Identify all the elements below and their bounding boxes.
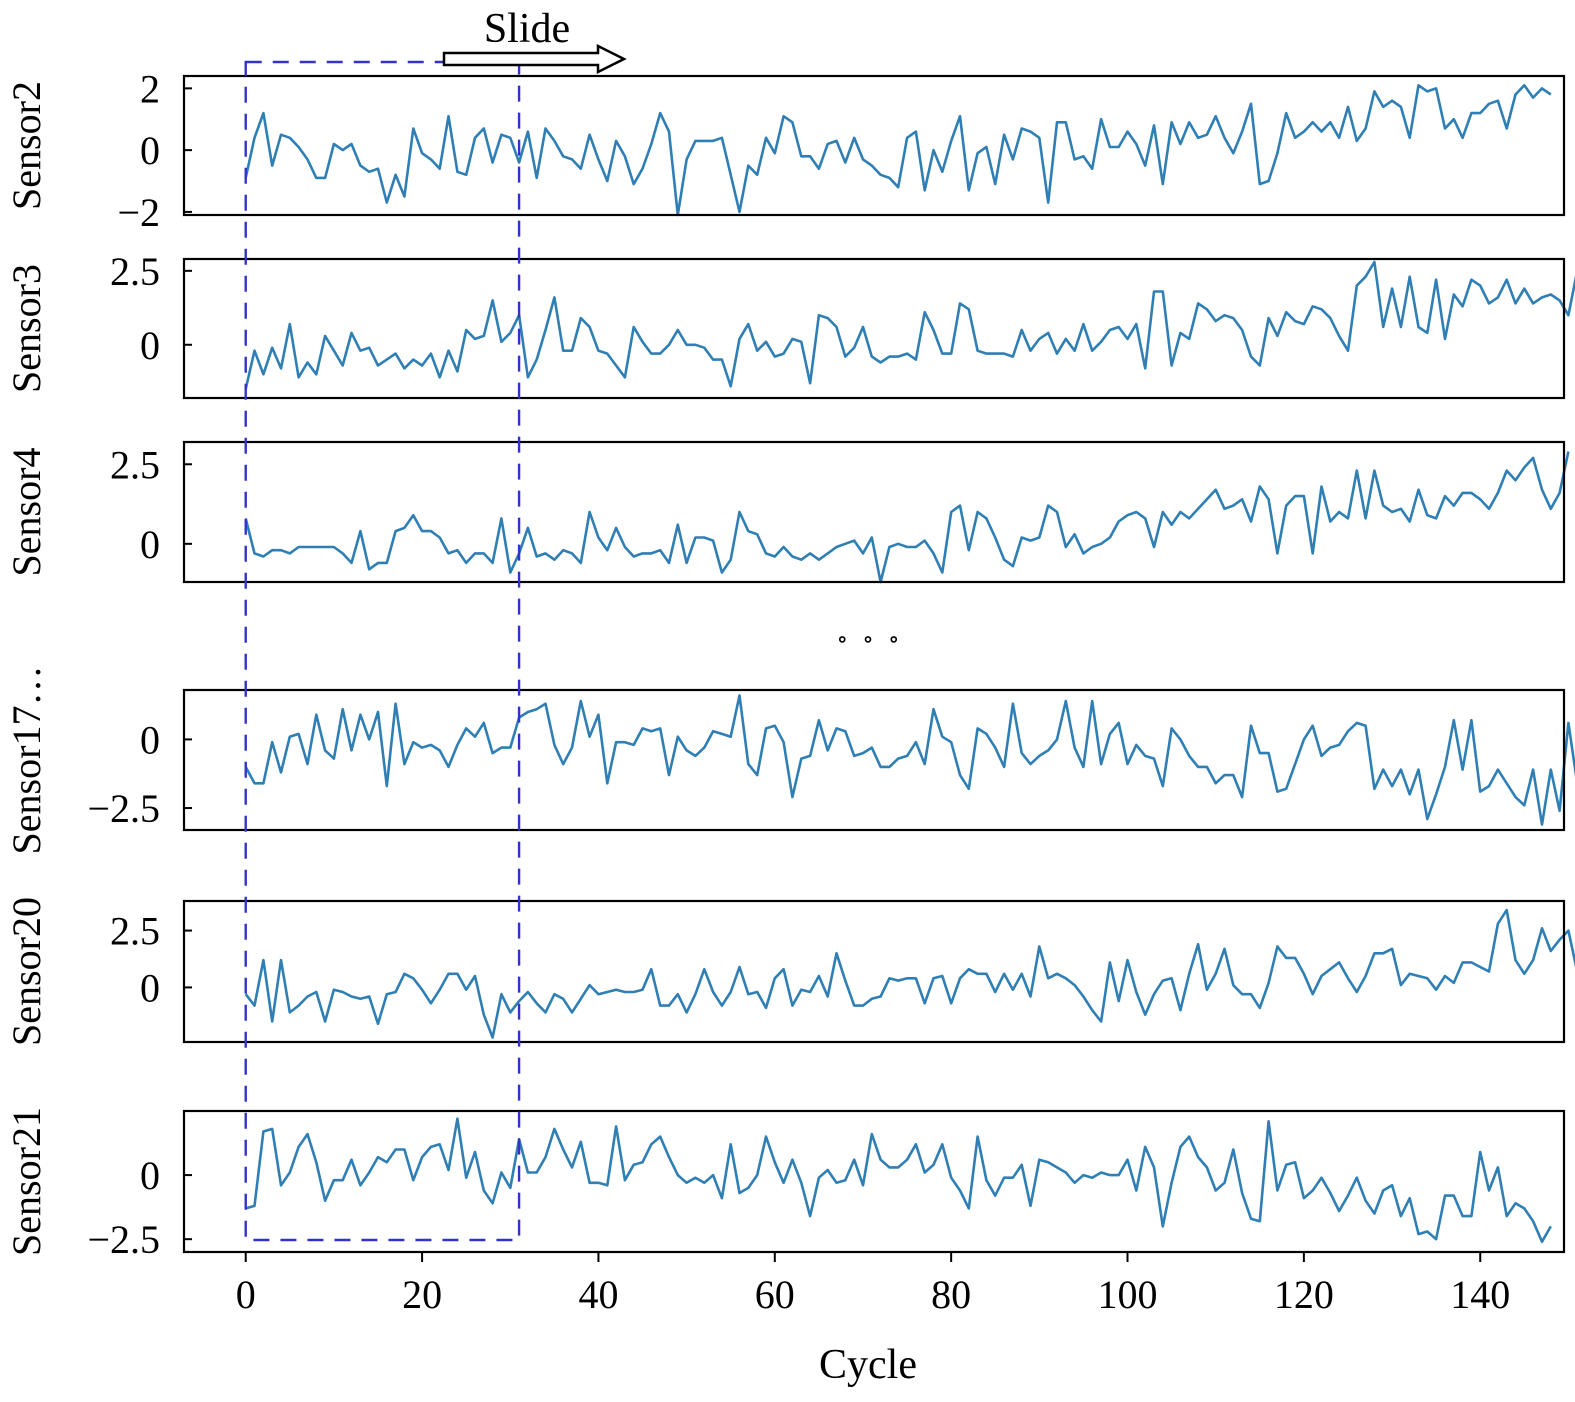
x-tick-label: 20 xyxy=(402,1272,442,1317)
y-tick-label: 0 xyxy=(140,128,160,173)
x-tick-label: 80 xyxy=(931,1272,971,1317)
panel-frame xyxy=(182,440,1566,584)
series-line-sensor20 xyxy=(244,908,1575,1039)
series-line-sensor21 xyxy=(245,1117,1552,1243)
panel-frame xyxy=(182,74,1566,217)
x-tick-label: 0 xyxy=(236,1272,256,1317)
x-tick-label: 40 xyxy=(578,1272,618,1317)
ellipsis-mark: ∘ ∘ ∘ xyxy=(836,627,903,653)
series-line-sensor17 xyxy=(244,694,1575,826)
y-axis-label: Sensor21 xyxy=(4,1107,49,1256)
y-tick-label: 0 xyxy=(140,717,160,762)
panel-sensor2: 2 0 −2 Sensor2 xyxy=(4,66,1566,235)
panel-frame xyxy=(182,688,1566,832)
slide-label: Slide xyxy=(484,6,570,52)
panel-frame xyxy=(182,899,1566,1044)
y-tick-label: 0 xyxy=(140,323,160,368)
series-line-sensor4 xyxy=(244,451,1570,584)
y-tick-label: 2.5 xyxy=(110,442,160,487)
y-axis-label: Sensor3 xyxy=(4,264,49,393)
panel-sensor3: 2.5 0 Sensor3 xyxy=(4,249,1575,400)
panel-sensor21: 0 −2.5 Sensor21 xyxy=(4,1107,1566,1262)
y-tick-label: 2 xyxy=(140,66,160,111)
y-tick-label: 2.5 xyxy=(110,909,160,954)
x-tick-label: 140 xyxy=(1450,1272,1510,1317)
panels: 2 0 −2 Sensor2 2.5 0 Sensor3 2.5 0 Sensor4 0 −2.5 Se… xyxy=(4,66,1575,1262)
y-axis-label: Sensor2 xyxy=(4,81,49,210)
x-tick-label: 100 xyxy=(1098,1272,1158,1317)
series-line-sensor2 xyxy=(244,84,1552,217)
y-tick-label: 0 xyxy=(140,522,160,567)
y-tick-label: −2.5 xyxy=(87,786,160,831)
y-tick-label: 0 xyxy=(140,965,160,1010)
panel-frame xyxy=(182,1109,1566,1254)
y-axis-label: Sensor17… xyxy=(4,666,49,855)
slide-arrow-icon xyxy=(442,43,627,75)
y-tick-label: 2.5 xyxy=(110,249,160,294)
x-axis: 0 20 40 60 80 100 120 140 xyxy=(236,1252,1510,1317)
y-tick-label: −2.5 xyxy=(87,1217,160,1262)
slide-indicator: Slide xyxy=(442,6,627,75)
x-axis-label: Cycle xyxy=(819,1342,917,1388)
x-tick-label: 120 xyxy=(1274,1272,1334,1317)
panel-frame xyxy=(182,257,1566,400)
panel-sensor20: 2.5 0 Sensor20 xyxy=(4,897,1575,1046)
y-tick-label: −2 xyxy=(117,190,160,235)
panel-sensor17: 0 −2.5 Sensor17… xyxy=(4,666,1575,855)
series-line-sensor3 xyxy=(244,260,1575,390)
y-axis-label: Sensor20 xyxy=(4,897,49,1046)
x-tick-label: 60 xyxy=(755,1272,795,1317)
y-axis-label: Sensor4 xyxy=(4,448,49,577)
window-box xyxy=(244,60,521,1242)
y-tick-label: 0 xyxy=(140,1153,160,1198)
sliding-window xyxy=(244,60,521,1242)
panel-sensor4: 2.5 0 Sensor4 xyxy=(4,440,1570,584)
